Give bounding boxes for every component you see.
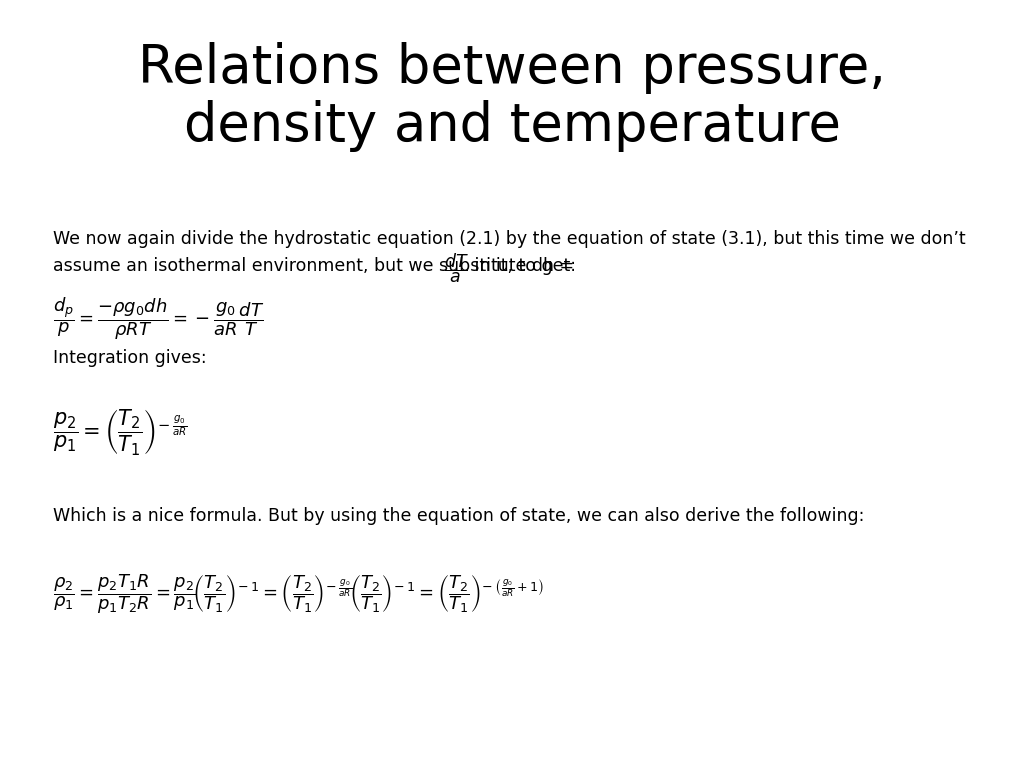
Text: $\dfrac{p_2}{p_1} = \left(\dfrac{T_2}{T_1}\right)^{\!-\frac{g_0}{aR}}$: $\dfrac{p_2}{p_1} = \left(\dfrac{T_2}{T_… (53, 407, 188, 457)
Text: Integration gives:: Integration gives: (53, 349, 207, 367)
Text: density and temperature: density and temperature (183, 100, 841, 152)
Text: Which is a nice formula. But by using the equation of state, we can also derive : Which is a nice formula. But by using th… (53, 507, 864, 525)
Text: $\dfrac{dT}{a}$: $\dfrac{dT}{a}$ (444, 252, 469, 286)
Text: We now again divide the hydrostatic equation (2.1) by the equation of state (3.1: We now again divide the hydrostatic equa… (53, 230, 966, 248)
Text: assume an isothermal environment, but we substitute dh =: assume an isothermal environment, but we… (53, 257, 574, 275)
Text: Relations between pressure,: Relations between pressure, (138, 42, 886, 94)
Text: in it, to get:: in it, to get: (469, 257, 575, 275)
Text: $\dfrac{\rho_2}{\rho_1} = \dfrac{p_2 T_1 R}{p_1 T_2 R} = \dfrac{p_2}{p_1}\!\left: $\dfrac{\rho_2}{\rho_1} = \dfrac{p_2 T_1… (53, 572, 545, 616)
Text: $\dfrac{d_p}{p} = \dfrac{-\rho g_0 dh}{\rho RT} = -\dfrac{g_0}{aR}\dfrac{dT}{T}$: $\dfrac{d_p}{p} = \dfrac{-\rho g_0 dh}{\… (53, 296, 264, 342)
